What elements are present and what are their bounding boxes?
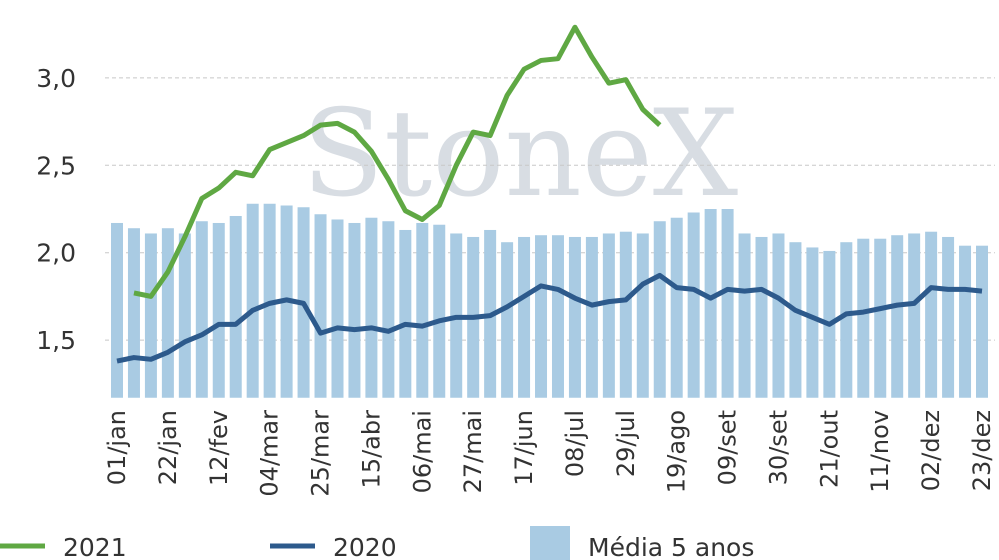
legend-swatch: [530, 526, 570, 560]
bar: [246, 203, 259, 398]
bar: [670, 217, 683, 398]
bar: [263, 203, 276, 398]
bar: [348, 222, 361, 398]
bar: [551, 235, 564, 398]
bar: [568, 236, 581, 398]
x-tick-label: 15/abr: [357, 410, 385, 489]
watermark: StoneX: [302, 85, 738, 224]
x-tick-label: 09/set: [714, 410, 742, 485]
x-tick-label: 19/ago: [663, 410, 691, 493]
bar: [653, 221, 666, 398]
bar: [925, 231, 938, 398]
x-tick-label: 30/set: [764, 410, 792, 485]
bar: [687, 212, 700, 398]
bar: [127, 228, 140, 398]
bar: [416, 222, 429, 398]
y-tick-label: 1,5: [36, 326, 76, 355]
bar: [891, 235, 904, 398]
legend-label: Média 5 anos: [588, 533, 754, 560]
x-tick-label: 02/dez: [917, 410, 945, 491]
x-tick-label: 06/mai: [408, 410, 436, 493]
x-tick-label: 11/nov: [866, 410, 894, 493]
x-tick-label: 23/dez: [968, 410, 996, 491]
bar: [365, 217, 378, 398]
bar: [382, 221, 395, 398]
bar: [704, 208, 717, 398]
y-tick-label: 3,0: [36, 64, 76, 93]
x-tick-label: 21/out: [815, 410, 843, 488]
lines: [116, 24, 983, 364]
bar: [314, 214, 327, 398]
bar: [331, 219, 344, 398]
bar: [755, 236, 768, 398]
bar: [535, 235, 548, 398]
bar: [195, 221, 208, 398]
bar: [908, 233, 921, 398]
legend-label: 2020: [333, 533, 397, 560]
y-tick-label: 2,0: [36, 239, 76, 268]
bar: [976, 245, 988, 398]
bar: [178, 233, 191, 398]
bar: [585, 236, 598, 398]
bars: [111, 203, 988, 398]
x-tick-label: 04/mar: [256, 410, 284, 497]
bar: [501, 242, 514, 398]
line-series: [116, 272, 983, 364]
bar: [840, 242, 853, 398]
bar: [772, 233, 785, 398]
x-tick-label: 17/jun: [510, 410, 538, 486]
bar: [721, 208, 734, 398]
x-tick-label: 01/jan: [103, 410, 131, 485]
x-tick-label: 27/mai: [459, 410, 487, 493]
bar: [857, 238, 870, 398]
bar: [161, 228, 174, 398]
bar: [111, 222, 123, 398]
bar: [619, 231, 632, 398]
x-tick-label: 12/fev: [205, 410, 233, 486]
y-tick-label: 2,5: [36, 151, 76, 180]
line-series: [133, 24, 662, 299]
bar: [959, 245, 972, 398]
x-tick-label: 29/jul: [612, 410, 640, 477]
bar: [433, 224, 446, 398]
bar: [518, 236, 531, 398]
x-tick-label: 08/jul: [561, 410, 589, 477]
bar: [144, 233, 157, 398]
bar: [874, 238, 887, 398]
x-tick-label: 25/mar: [307, 410, 335, 497]
x-tick-label: 22/jan: [154, 410, 182, 485]
bar: [942, 236, 955, 398]
bar: [212, 222, 225, 398]
legend-label: 2021: [63, 533, 127, 560]
bar: [602, 233, 615, 398]
bar: [789, 242, 802, 398]
bar: [806, 247, 819, 398]
bar: [738, 233, 751, 398]
bar: [229, 215, 242, 398]
bar: [636, 233, 649, 398]
bar: [399, 229, 412, 398]
